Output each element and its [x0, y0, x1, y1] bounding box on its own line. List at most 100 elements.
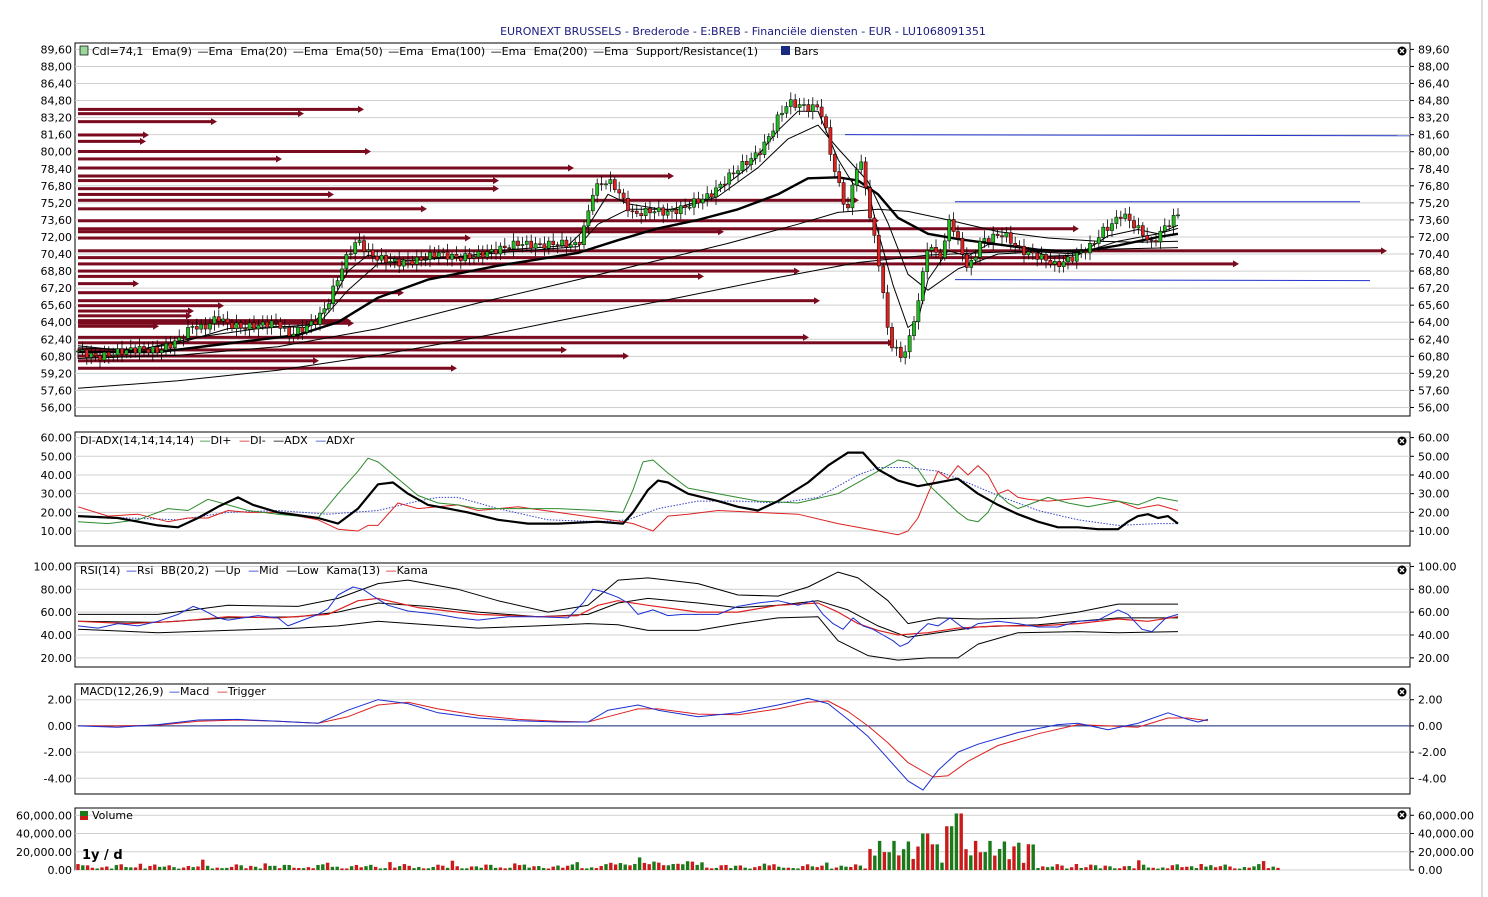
candle [788, 99, 793, 107]
candle [1048, 260, 1053, 265]
y-tick-left: -4.00 [44, 772, 72, 785]
volume-bar [877, 840, 882, 870]
volume-bar [834, 867, 839, 870]
candle [718, 183, 723, 189]
candle [1101, 226, 1106, 239]
close-volume-panel-button[interactable] [1397, 810, 1407, 820]
resistance-bar [78, 354, 623, 358]
y-tick-left: 80,00 [41, 146, 73, 159]
volume-bar [988, 840, 992, 870]
candle [1035, 252, 1040, 260]
volume-bar [263, 863, 267, 870]
legend-adx: ADX [284, 434, 308, 447]
volume-bar [1036, 868, 1040, 870]
candle [300, 326, 305, 333]
legend-di-plus: DI+ [211, 434, 232, 447]
candle [98, 355, 102, 361]
y-tick-left: 56,00 [41, 401, 73, 414]
y-tick-left: 81,60 [41, 129, 73, 142]
candle [1149, 239, 1154, 242]
candle [810, 104, 815, 112]
y-tick-right: 70,40 [1418, 248, 1450, 261]
volume-bar [1026, 844, 1031, 870]
close-price-panel-button[interactable] [1397, 46, 1407, 56]
candle [1096, 237, 1101, 244]
legend-dash: — [197, 45, 208, 58]
volume-bar [167, 865, 171, 870]
candle [722, 183, 727, 186]
candle [89, 352, 94, 358]
resistance-arrow [276, 155, 282, 163]
volume-bar [997, 849, 1002, 870]
candle [832, 154, 837, 172]
candle [828, 127, 833, 155]
volume-bar [191, 867, 195, 870]
candle [199, 324, 204, 330]
candle [190, 326, 195, 328]
candle [656, 207, 661, 212]
candle [520, 244, 525, 246]
candle [973, 257, 978, 261]
close-adx-panel-button[interactable] [1397, 436, 1407, 446]
close-macd-panel-button[interactable] [1397, 687, 1407, 697]
volume-bar [532, 866, 536, 870]
candle [841, 182, 846, 205]
candle [925, 250, 930, 272]
volume-bar [1021, 862, 1026, 870]
volume-bar [935, 844, 939, 870]
legend-ema20: Ema(20) [240, 45, 287, 58]
volume-bar [210, 868, 215, 870]
volume-bar [1137, 860, 1141, 870]
volume-bar [671, 863, 675, 870]
candle [177, 337, 182, 342]
volume-bar [1252, 866, 1256, 870]
volume-bar [1007, 859, 1011, 870]
volume-bar [685, 861, 690, 870]
volume-bar [911, 858, 915, 870]
resistance-bar [78, 107, 358, 111]
close-rsi-panel-button[interactable] [1397, 565, 1407, 575]
candle [982, 238, 987, 242]
y-tick-right: 20.00 [1418, 506, 1450, 519]
y-tick-right: 64,00 [1418, 316, 1450, 329]
volume-bar [393, 867, 397, 870]
candle [489, 249, 494, 252]
candle [304, 325, 309, 333]
legend-ema100: Ema(100) [431, 45, 485, 58]
legend-rsi: Rsi [137, 564, 153, 577]
candle [480, 251, 485, 258]
resistance-bar [78, 179, 493, 183]
volume-bar [892, 840, 896, 870]
candle [643, 207, 648, 217]
candle [626, 197, 630, 212]
candle [133, 347, 138, 354]
y-tick-right: 57,60 [1418, 384, 1450, 397]
candle [274, 320, 278, 323]
volume-bar [964, 849, 968, 870]
candle [824, 116, 828, 128]
resistance-bar [78, 174, 668, 178]
candle [436, 252, 441, 258]
candle [1026, 251, 1031, 256]
candle [947, 219, 952, 242]
legend-trigger: Trigger [227, 685, 266, 698]
candle [784, 106, 789, 114]
candle [683, 205, 688, 208]
volume-bar [786, 867, 791, 870]
volume-bar [445, 867, 450, 870]
volume-bar [561, 867, 565, 870]
volume-bar [575, 862, 579, 870]
candle [894, 346, 899, 349]
resistance-arrow [1233, 260, 1239, 268]
volume-bar [100, 867, 104, 870]
volume-bar [1237, 868, 1242, 870]
y-tick-left: 50.00 [41, 450, 73, 463]
volume-bar [522, 864, 527, 870]
resistance-arrow [493, 177, 499, 185]
y-tick-right: 30.00 [1418, 488, 1450, 501]
volume-bar [1204, 866, 1208, 870]
volume-bar [1074, 864, 1079, 870]
candle [692, 198, 696, 208]
volume-bar [373, 866, 378, 870]
y-tick-left: 67,20 [41, 282, 73, 295]
